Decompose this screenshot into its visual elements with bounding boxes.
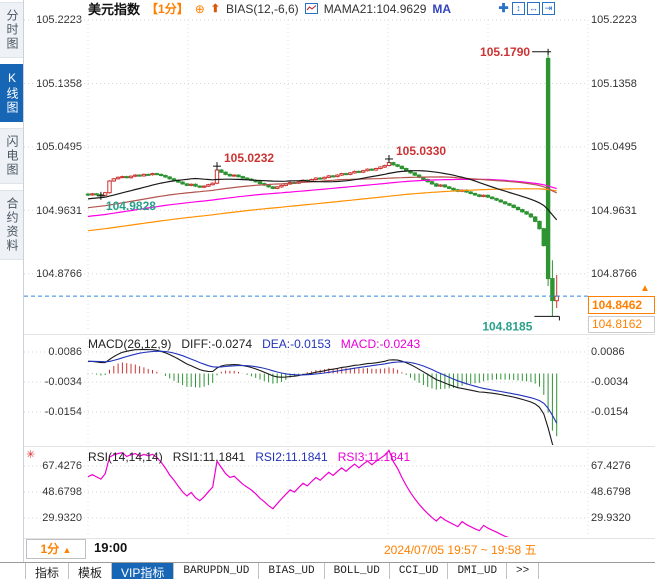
rsi-axis-tick: 29.9320 [591,512,631,524]
rsi-axis-tick: 67.4276 [591,460,631,472]
chart-main-area: 美元指数 【1分】 ⊕ ⬆ BIAS(12,-6,6) MAMA21:104.9… [24,0,655,579]
price-axis-tick: 105.2223 [36,14,82,26]
macd-axis-tick: -0.0154 [44,406,82,418]
price-axis-tick: 105.1358 [36,78,82,90]
rsi-axis-tick: 29.9320 [42,512,82,524]
price-gridlines [24,19,589,332]
tab-vip-indicators[interactable]: VIP指标 [112,563,175,579]
tab-indicators[interactable]: 指标 [25,563,70,579]
macd-dea-value: DEA:-0.0153 [262,337,331,351]
macd-axis-tick: -0.0154 [591,406,629,418]
rsi-axis-tick: 48.6798 [591,486,631,498]
mama-indicator-label[interactable]: MAMA21:104.9629 [323,1,427,16]
tab-barupdn-ud[interactable]: BARUPDN_UD [174,563,260,579]
tabbar-filler [539,563,655,579]
tab-boll-ud[interactable]: BOLL_UD [325,563,390,579]
svg-text:104.8185: 104.8185 [482,319,532,333]
macd-macd-value: MACD:-0.0243 [340,337,421,351]
macd-histogram [87,362,558,437]
macd-axis-tick: 0.0086 [48,346,82,358]
macd-name-label[interactable]: MACD(26,12,9) [88,337,172,351]
price-axis-tick: 105.1358 [591,78,637,90]
sidebar-item-lightning-chart[interactable]: 闪电图 [0,128,23,184]
rsi2-value: RSI2:11.1841 [255,450,328,464]
macd-axis-tick: 0.0086 [591,346,625,358]
shift-right-icon[interactable]: ⇥ [542,2,555,15]
macd-gridlines [24,338,589,443]
chart-header: 美元指数 【1分】 ⊕ ⬆ BIAS(12,-6,6) MAMA21:104.9… [88,1,452,18]
rsi-axis-tick: 67.4276 [42,460,82,472]
price-up-arrow-icon: ▲ [640,283,650,294]
macd-axis-tick: -0.0034 [591,376,629,388]
rsi3-value: RSI3:11.1841 [337,450,411,464]
price-axis-tick: 105.0495 [36,141,82,153]
bias-indicator-label[interactable]: BIAS(12,-6,6) [225,1,299,16]
tab-more[interactable]: >> [507,563,540,579]
tab-dmi-ud[interactable]: DMI_UD [448,563,508,579]
tabbar-spacer [0,563,25,579]
svg-text:105.1790: 105.1790 [480,45,530,59]
panel-separator [24,334,655,335]
macd-diff-value: DIFF:-0.0274 [181,337,253,351]
timeframe-label[interactable]: 【1分】 [146,2,189,16]
price-chart-svg[interactable]: 105.0232 105.0330 105.1790 104.8185 104.9828 [24,16,655,334]
trend-up-icon: ⬆ [210,3,220,15]
bar-date-range-label: 2024/07/05 19:57 ~ 19:58 五 [384,543,537,557]
secondary-price-badge: 104.8162 [588,316,655,333]
time-axis-label: 19:00 [94,540,128,555]
rsi-header: RSI(14,14,14) RSI1:11.1841 RSI2:11.1841 … [88,450,410,464]
chart-toolbar: ✚ ↕ ↔ ⇥ [497,2,555,15]
mini-chart-icon [304,3,318,14]
macd-lines [87,348,558,445]
sidebar-item-contract-info[interactable]: 合约资料 [0,190,23,260]
fit-horizontal-icon[interactable]: ↔ [527,2,540,15]
panel-separator [24,538,655,539]
fit-vertical-icon[interactable]: ↕ [512,2,525,15]
dropdown-arrow-icon: ▲ [62,545,72,555]
svg-text:104.9828: 104.9828 [106,199,156,213]
macd-chart-svg[interactable] [24,334,655,447]
timeframe-dropdown[interactable]: 1分 ▲ [26,539,86,559]
rsi-axis-tick: 48.6798 [42,486,82,498]
rsi-line [87,449,509,537]
move-chart-icon[interactable]: ✚ [497,1,510,15]
sidebar-item-kline-chart[interactable]: K线图 [0,64,23,122]
macd-header: MACD(26,12,9) DIFF:-0.0274 DEA:-0.0153 M… [88,337,420,351]
ma-indicator-label[interactable]: MA [432,1,452,16]
tab-bias-ud[interactable]: BIAS_UD [259,563,325,579]
price-axis-tick: 104.9631 [36,205,82,217]
tab-cci-ud[interactable]: CCI_UD [390,563,449,579]
panel-separator [24,446,655,447]
indicator-tabbar: 指标 模板 VIP指标 BARUPDN_UD BIAS_UD BOLL_UD C… [0,562,655,579]
rsi-name-label[interactable]: RSI(14,14,14) [88,450,163,464]
rsi1-value: RSI1:11.1841 [172,450,246,464]
price-annotations: 105.0232 105.0330 105.1790 104.8185 104.9828 [96,45,560,333]
indicator-settings-icon[interactable]: ✳ [26,449,36,461]
svg-text:105.0330: 105.0330 [396,144,446,158]
macd-axis-tick: -0.0034 [44,376,82,388]
svg-text:105.0232: 105.0232 [224,151,274,165]
current-price-badge: 104.8462 [588,296,655,314]
rsi-chart-svg[interactable] [24,447,655,538]
add-indicator-icon[interactable]: ⊕ [194,1,205,16]
price-axis-tick: 105.0495 [591,141,637,153]
price-axis-tick: 105.2223 [591,14,637,26]
candlesticks [85,51,559,317]
sidebar-item-time-chart[interactable]: 分时图 [0,2,23,58]
chart-type-sidebar: 分时图 K线图 闪电图 合约资料 [0,0,24,562]
price-axis-tick: 104.8766 [591,268,637,280]
price-axis-tick: 104.8766 [36,268,82,280]
tab-templates[interactable]: 模板 [69,563,113,579]
symbol-title: 美元指数 [88,2,141,17]
timeframe-dropdown-value: 1分 [40,542,60,556]
moving-average-lines [87,170,558,232]
price-axis-tick: 104.9631 [591,205,637,217]
